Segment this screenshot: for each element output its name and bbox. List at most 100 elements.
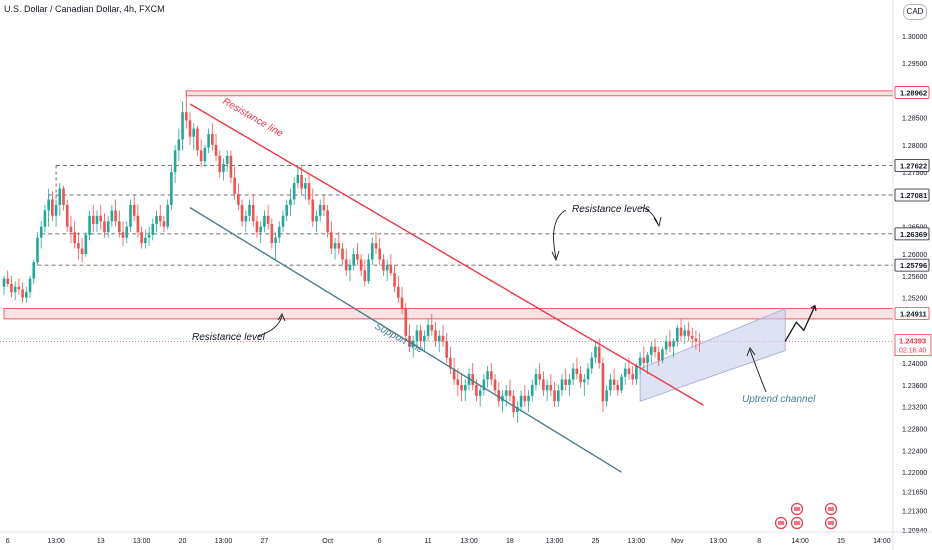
candle-body-12 [47,199,50,211]
candle-body-88 [330,232,333,249]
candle-body-11 [43,210,47,227]
candle-body-79 [296,174,300,184]
candle-body-23 [88,215,91,235]
time-tick-4: 20 [179,538,187,545]
price-tick-2: 1.28500 [902,116,927,123]
candle-body-65 [244,215,248,222]
candle-body-171 [638,357,642,366]
candle-body-27 [103,221,106,233]
candle-body-175 [653,346,657,353]
resistance-zone [3,308,894,320]
projection-arrowhead [810,304,817,311]
uptrend-channel [639,307,786,402]
candle-body-160 [597,346,601,364]
candle-body-115 [430,324,434,331]
pointer-arrow-channel [749,349,767,393]
candle-body-71 [266,215,270,224]
resistance-trendline [189,103,704,406]
candle-body-78 [292,183,296,200]
level-label-box-4 [894,258,930,272]
candle-body-113 [423,335,426,342]
candle-body-22 [84,234,88,254]
time-tick-9: 11 [424,538,431,545]
candle-body-106 [397,286,400,298]
candle-body-91 [341,248,344,260]
candle-body-29 [110,210,114,222]
candle-body-0 [2,278,6,287]
candle-body-93 [348,264,352,271]
candle-body-92 [344,259,348,271]
candle-body-33 [125,226,129,238]
candle-body-63 [237,194,240,205]
candle-body-26 [99,215,103,222]
candle-body-161 [601,363,605,402]
candle-body-123 [460,384,463,391]
candle-body-149 [556,390,560,402]
price-tick-1: 1.29500 [902,61,927,68]
candle-body-69 [259,226,262,233]
pointer-arrow-level [257,315,283,337]
candle-body-73 [274,237,277,244]
candle-body-176 [657,352,661,361]
candle-body-54 [203,147,207,162]
candle-body-60 [225,155,229,164]
time-tick-0: 6 [6,538,10,545]
candle-body-50 [188,120,192,137]
candle-body-112 [419,330,422,342]
candle-body-154 [575,368,579,374]
candle-body-95 [356,254,359,260]
candle-body-48 [181,112,184,140]
event-flag-icon-2 [794,507,800,511]
time-tick-20: 14:00 [873,538,891,545]
candle-body-182 [679,327,683,336]
candle-body-14 [54,204,58,216]
candle-body-86 [322,204,326,211]
candle-body-13 [51,199,54,216]
candle-body-141 [527,395,530,402]
candle-body-35 [132,204,136,216]
time-tick-19: 15 [837,538,845,545]
candle-body-94 [352,254,355,265]
currency-badge[interactable]: CAD [903,4,927,20]
candle-body-135 [504,390,508,396]
candle-body-49 [184,112,188,121]
event-flag-icon-3 [828,521,834,525]
candle-body-108 [404,308,408,336]
candle-body-147 [549,384,553,391]
candle-body-138 [516,406,519,413]
candle-body-121 [452,368,456,380]
candle-body-173 [646,354,649,364]
candle-body-36 [136,215,140,233]
candle-body-151 [564,379,568,385]
candle-body-166 [620,376,623,391]
candle-body-74 [277,226,281,238]
candle-body-163 [609,379,612,391]
candle-body-58 [218,155,222,173]
level-label-box-1 [894,159,930,172]
candle-body-133 [497,390,501,402]
time-tick-2: 13 [97,538,105,545]
time-tick-15: Nov [671,538,684,545]
candle-body-101 [378,248,382,260]
candle-body-118 [441,335,445,342]
candle-body-53 [199,150,203,162]
time-axis-ticks: 6 13:00 13 13:00 20 13:00 27 Oct 6 11 13:00 18 13:00… [6,538,891,545]
candle-body-57 [214,144,218,156]
candle-body-43 [162,221,166,227]
price-tick-7: 1.25600 [902,274,927,281]
candle-body-104 [389,264,393,274]
candle-body-131 [490,371,493,380]
candle-body-75 [281,215,285,227]
candle-body-4 [17,286,21,290]
candle-body-152 [568,379,571,385]
event-flag-icon-1 [794,521,800,525]
candle-body-80 [300,174,303,189]
candle-body-124 [463,384,467,391]
candle-body-6 [25,292,28,298]
candle-body-158 [590,357,594,369]
support-trendline [189,207,622,473]
candle-body-102 [382,259,385,271]
uptrend-channel-label: Uptrend channel [742,394,816,405]
